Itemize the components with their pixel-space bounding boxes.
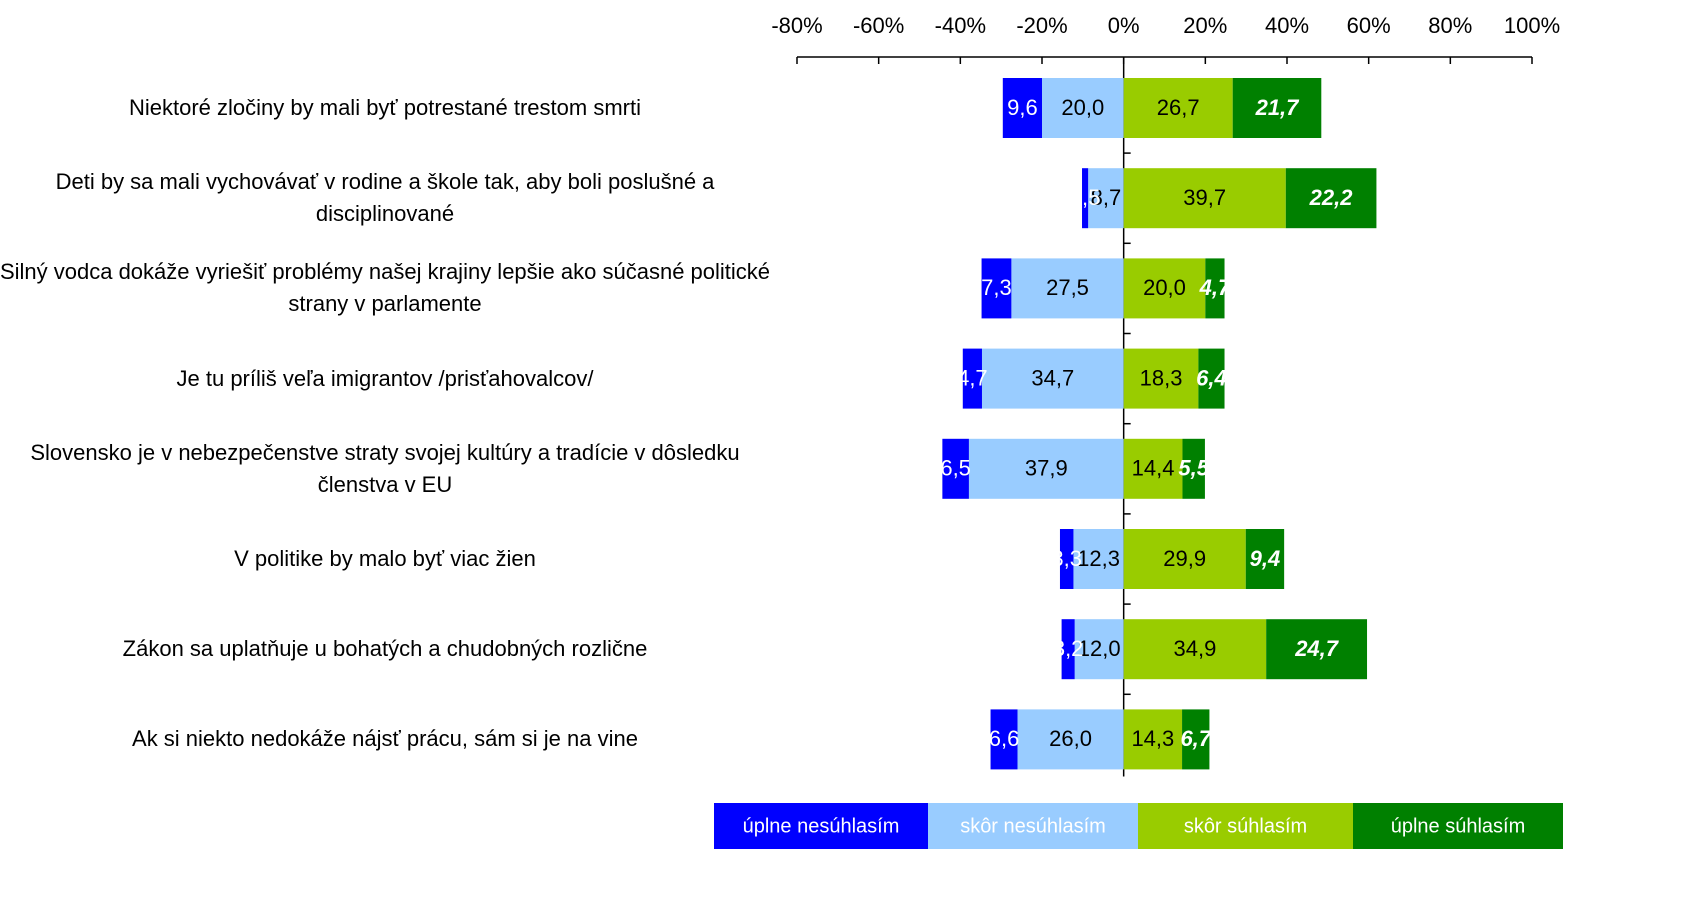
value-label: 6,7	[1180, 726, 1212, 751]
category-label: Deti by sa mali vychovávať v rodine a šk…	[55, 169, 715, 227]
value-label: 12,3	[1077, 546, 1120, 571]
bar-segment	[1123, 438, 1183, 499]
category-label: Ak si niekto nedokáže nájsť prácu, sám s…	[132, 726, 638, 752]
bar-segment	[1061, 619, 1075, 680]
legend-label: skôr súhlasím	[1184, 815, 1307, 837]
x-tick-label: -20%	[1016, 13, 1067, 38]
bar-segment	[1123, 348, 1199, 409]
x-tick-label: -60%	[853, 13, 904, 38]
bar-segment	[968, 438, 1124, 499]
bar-segment	[1123, 258, 1206, 319]
legend-label: skôr nesúhlasím	[960, 815, 1106, 837]
bar-segment	[1011, 258, 1124, 319]
value-label: 4,7	[957, 365, 988, 390]
value-label: 34,7	[1031, 365, 1074, 390]
bar-segment	[981, 348, 1124, 409]
legend-swatch	[1353, 803, 1563, 849]
value-label: 4,7	[1199, 275, 1232, 300]
category-label: Silný vodca dokáže vyriešiť problémy naš…	[0, 259, 771, 317]
category-label: Slovensko je v nebezpečenstve straty svo…	[30, 439, 740, 497]
legend-swatch	[928, 803, 1138, 849]
value-label: 6,4	[1196, 365, 1227, 390]
category-label: V politike by malo byť viac žien	[234, 546, 536, 571]
category-label: Niektoré zločiny by mali byť potrestané …	[129, 95, 641, 120]
bar-segment	[1232, 78, 1322, 138]
bar-segment	[1017, 709, 1124, 770]
value-label: 14,4	[1132, 456, 1175, 481]
value-label: 24,7	[1294, 636, 1340, 661]
bar-segment	[1182, 709, 1210, 770]
bar-segment	[1198, 348, 1225, 409]
value-label: 26,0	[1049, 726, 1092, 751]
bar-segment	[1088, 168, 1124, 229]
bar-segment	[1123, 709, 1183, 770]
value-label: 1,5	[1070, 185, 1101, 210]
x-tick-label: 40%	[1265, 13, 1309, 38]
bar-segment	[1123, 168, 1286, 229]
x-tick-label: -40%	[935, 13, 986, 38]
bar-segment	[1074, 619, 1124, 680]
value-label: 8,7	[1091, 185, 1122, 210]
bar-segment	[1205, 258, 1225, 319]
x-tick-label: -80%	[771, 13, 822, 38]
legend-swatch	[1138, 803, 1353, 849]
value-label: 39,7	[1183, 185, 1226, 210]
value-label: 18,3	[1140, 365, 1183, 390]
bar-segment	[981, 258, 1012, 319]
x-tick-label: 20%	[1183, 13, 1227, 38]
value-label: 6,5	[940, 456, 971, 481]
category-label: Zákon sa uplatňuje u bohatých a chudobný…	[122, 636, 648, 662]
value-label: 14,3	[1131, 726, 1174, 751]
value-label: 37,9	[1025, 456, 1068, 481]
value-label: 20,0	[1061, 95, 1104, 120]
x-tick-label: 80%	[1428, 13, 1472, 38]
legend-swatch	[714, 803, 928, 849]
value-label: 12,0	[1078, 636, 1121, 661]
bar-segment	[990, 709, 1018, 770]
value-label: 9,6	[1007, 95, 1038, 120]
bar-segment	[1266, 619, 1368, 680]
x-tick-label: 100%	[1504, 13, 1560, 38]
bar-segment	[1059, 529, 1074, 589]
bar-segment	[1002, 78, 1042, 138]
x-tick-label: 0%	[1108, 13, 1140, 38]
value-label: 26,7	[1157, 95, 1200, 120]
legend-label: úplne súhlasím	[1391, 815, 1526, 837]
bar-segment	[1123, 529, 1246, 589]
value-label: 9,4	[1250, 546, 1281, 571]
legend-label: úplne nesúhlasím	[743, 815, 900, 837]
bar-segment	[1082, 168, 1089, 229]
bar-segment	[1042, 78, 1124, 138]
value-label: 27,5	[1046, 275, 1089, 300]
bar-segment	[1123, 78, 1233, 138]
bar-segment	[1123, 619, 1267, 680]
value-label: 22,2	[1309, 185, 1354, 210]
value-label: 3,2	[1053, 636, 1084, 661]
bar-segment	[1245, 529, 1285, 589]
value-label: 7,3	[981, 275, 1012, 300]
value-label: 3,3	[1051, 546, 1082, 571]
value-label: 20,0	[1143, 275, 1186, 300]
value-label: 34,9	[1174, 636, 1217, 661]
x-tick-label: 60%	[1347, 13, 1391, 38]
bar-segment	[1285, 168, 1377, 229]
value-label: 6,6	[989, 726, 1020, 751]
bar-segment	[942, 438, 969, 499]
bar-segment	[1073, 529, 1124, 589]
category-label: Je tu príliš veľa imigrantov /prisťahova…	[176, 365, 594, 391]
value-label: 5,5	[1178, 456, 1209, 481]
value-label: 29,9	[1163, 546, 1206, 571]
bar-segment	[1182, 438, 1205, 499]
bar-segment	[962, 348, 982, 409]
value-label: 21,7	[1255, 95, 1301, 120]
